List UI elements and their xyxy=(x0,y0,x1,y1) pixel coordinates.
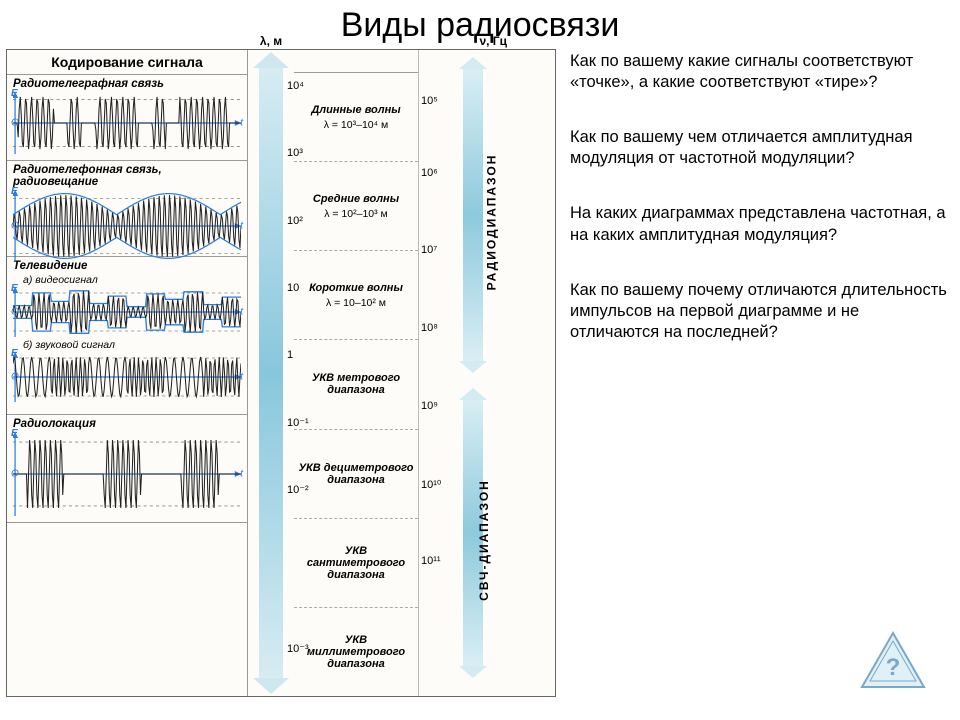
questions-panel: Как по вашему какие сигналы соответствую… xyxy=(556,49,954,697)
band-formula: λ = 10³–10⁴ м xyxy=(324,119,389,131)
waveform: EOt xyxy=(13,190,241,262)
lambda-tick: 10³ xyxy=(287,147,303,159)
freq-tick: 10⁹ xyxy=(421,400,438,412)
waveform: EOt xyxy=(13,287,241,337)
signals-header: Кодирование сигнала xyxy=(7,50,247,75)
lambda-tick: 1 xyxy=(287,349,293,361)
band-cell: Средние волны λ = 10²–10³ м xyxy=(294,162,418,251)
signal-title: Радиотелефонная связь, радиовещание xyxy=(11,163,243,190)
question-4: Как по вашему почему отличаются длительн… xyxy=(570,280,950,343)
band-name: УКВ дециметрового диапазона xyxy=(298,462,414,486)
band-name: УКВ миллиметрового диапазона xyxy=(298,634,414,670)
range-label: СВЧ-ДИАПАЗОН xyxy=(477,479,491,601)
freq-tick: 10⁶ xyxy=(421,167,438,179)
band-cell: УКВ метрового диапазона xyxy=(294,340,418,429)
band-cell: Длинные волны λ = 10³–10⁴ м xyxy=(294,73,418,162)
range-label: РАДИОДИАПАЗОН xyxy=(484,154,498,291)
figure-panel: Кодирование сигнала Радиотелеграфная свя… xyxy=(6,49,556,697)
band-cell: УКВ дециметрового диапазона xyxy=(294,430,418,519)
lambda-tick: 10⁻² xyxy=(287,483,309,496)
range-bar: СВЧ-ДИАПАЗОН xyxy=(463,400,483,666)
question-3: На каких диаграммах представлена частотн… xyxy=(570,203,950,245)
band-formula: λ = 10²–10³ м xyxy=(324,208,388,220)
main-layout: Кодирование сигнала Радиотелеграфная свя… xyxy=(0,49,960,697)
lambda-tick: 10² xyxy=(287,215,303,227)
question-1: Как по вашему какие сигналы соответствую… xyxy=(570,51,950,93)
signal-section: Телевидениеа) видеосигналEOtб) звуковой … xyxy=(7,257,247,415)
lambda-tick: 10⁻³ xyxy=(287,642,309,655)
band-name: Короткие волны xyxy=(309,282,403,294)
freq-tick: 10⁷ xyxy=(421,244,437,256)
lambda-scale: λ, м 10⁴10³10²10110⁻¹10⁻²10⁻³ xyxy=(248,50,294,696)
range-bar: РАДИОДИАПАЗОН xyxy=(463,69,483,361)
band-name: Длинные волны xyxy=(311,104,400,116)
question-2: Как по вашему чем отличается амплитудная… xyxy=(570,127,950,169)
band-name: УКВ сантиметрового диапазона xyxy=(298,545,414,581)
freq-label: ν, Гц xyxy=(479,34,507,48)
bands-column: Длинные волны λ = 10³–10⁴ м Средние волны λ… xyxy=(294,50,419,696)
signal-title: Радиотелеграфная связь xyxy=(11,77,243,92)
band-cell: УКВ сантиметрового диапазона xyxy=(294,519,418,608)
signals-column: Кодирование сигнала Радиотелеграфная свя… xyxy=(7,50,248,696)
band-cell: Короткие волны λ = 10–10² м xyxy=(294,251,418,340)
band-name: УКВ метрового диапазона xyxy=(298,372,414,396)
svg-text:?: ? xyxy=(886,654,901,681)
lambda-label: λ, м xyxy=(260,34,282,48)
signal-subtitle: а) видеосигнал xyxy=(11,274,243,287)
signal-section: РадиолокацияEOt xyxy=(7,415,247,523)
lambda-tick: 10⁻¹ xyxy=(287,416,309,429)
signal-section: Радиотелеграфная связьEOt xyxy=(7,75,247,161)
lambda-tick: 10 xyxy=(287,282,299,294)
freq-tick: 10¹⁰ xyxy=(421,478,441,491)
freq-tick: 10⁵ xyxy=(421,95,438,107)
waveform: EOt xyxy=(13,432,241,516)
waveform: EOt xyxy=(13,92,241,154)
band-name: Средние волны xyxy=(313,193,399,205)
help-icon[interactable]: ? xyxy=(858,629,928,691)
band-formula: λ = 10–10² м xyxy=(326,297,386,309)
lambda-tick: 10⁴ xyxy=(287,80,304,92)
signal-title: Радиолокация xyxy=(11,417,243,432)
signal-subtitle: б) звуковой сигнал xyxy=(11,339,243,352)
range-column: ν, Гц РАДИОДИАПАЗОНСВЧ-ДИАПАЗОН10⁵10⁶10⁷… xyxy=(419,50,511,696)
freq-tick: 10¹¹ xyxy=(421,555,441,567)
waveform: EOt xyxy=(13,352,241,402)
signal-section: Радиотелефонная связь, радиовещаниеEOt xyxy=(7,161,247,257)
freq-tick: 10⁸ xyxy=(421,322,438,334)
band-cell: УКВ миллиметрового диапазона xyxy=(294,608,418,696)
